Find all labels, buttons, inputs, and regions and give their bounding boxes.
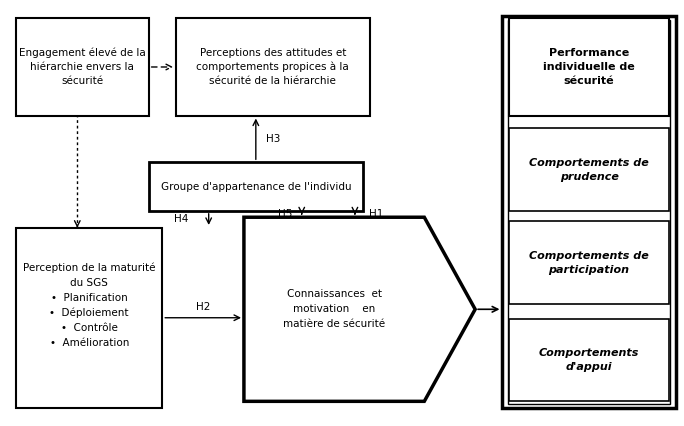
Text: H2: H2 [196,302,210,312]
FancyBboxPatch shape [16,228,162,408]
Text: Perceptions des attitudes et
comportements propices à la
sécurité de la hiérarch: Perceptions des attitudes et comportemen… [196,48,350,86]
Text: H5: H5 [278,209,292,219]
FancyBboxPatch shape [509,18,669,115]
Text: H4: H4 [174,214,189,225]
FancyBboxPatch shape [502,16,676,408]
Text: Engagement élevé de la
hiérarchie envers la
sécurité: Engagement élevé de la hiérarchie envers… [19,48,146,86]
Text: H3: H3 [265,134,280,144]
Text: Groupe d'appartenance de l'individu: Groupe d'appartenance de l'individu [161,181,351,192]
FancyBboxPatch shape [16,18,148,115]
Text: Perception de la maturité
du SGS
•  Planification
•  Déploiement
•  Contrôle
•  : Perception de la maturité du SGS • Plani… [23,262,155,348]
Text: H1: H1 [369,209,384,219]
Text: Performance
individuelle de
sécurité: Performance individuelle de sécurité [543,48,635,86]
Text: Comportements de
prudence: Comportements de prudence [529,158,649,181]
FancyBboxPatch shape [509,128,669,211]
Text: Comportements
d'appui: Comportements d'appui [539,348,640,372]
FancyBboxPatch shape [148,162,363,211]
Polygon shape [244,217,475,401]
FancyBboxPatch shape [509,222,669,304]
FancyBboxPatch shape [509,319,669,401]
Text: Connaissances  et
motivation    en
matière de sécurité: Connaissances et motivation en matière d… [283,290,385,329]
FancyBboxPatch shape [176,18,370,115]
FancyBboxPatch shape [508,20,670,404]
Text: Comportements de
participation: Comportements de participation [529,251,649,275]
